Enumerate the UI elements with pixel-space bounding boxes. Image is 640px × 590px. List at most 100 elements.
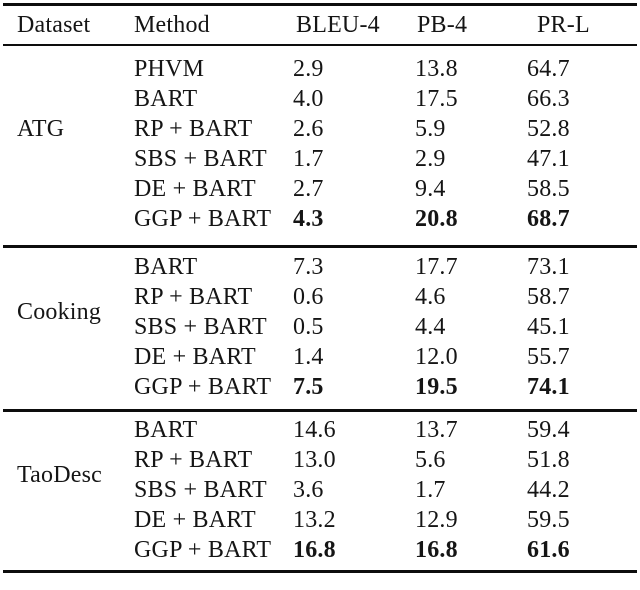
section-rows: BART 7.3 17.7 73.1 RP + BART 0.6 4.6 58.… <box>134 253 640 403</box>
prl-cell: 52.8 <box>527 116 570 143</box>
table-row: DE + BART 13.2 12.9 59.5 <box>134 506 640 536</box>
method-cell: DE + BART <box>134 344 256 371</box>
bleu4-cell: 14.6 <box>293 417 336 444</box>
table-row: DE + BART 1.4 12.0 55.7 <box>134 343 640 373</box>
bleu4-cell: 16.8 <box>293 537 336 564</box>
dataset-label-text: TaoDesc <box>17 462 103 489</box>
pb4-cell: 19.5 <box>415 374 458 401</box>
method-cell: SBS + BART <box>134 477 267 504</box>
dataset-label-atg: ATG <box>0 55 134 235</box>
table-row: RP + BART 0.6 4.6 58.7 <box>134 283 640 313</box>
column-header-method: Method <box>134 11 210 38</box>
table-row-best: GGP + BART 16.8 16.8 61.6 <box>134 536 640 566</box>
prl-cell: 66.3 <box>527 86 570 113</box>
prl-cell: 58.7 <box>527 284 570 311</box>
method-cell: DE + BART <box>134 507 256 534</box>
bleu4-cell: 7.5 <box>293 374 324 401</box>
prl-cell: 58.5 <box>527 176 570 203</box>
prl-cell: 73.1 <box>527 254 570 281</box>
dataset-label-cooking: Cooking <box>0 253 134 403</box>
section-rows: PHVM 2.9 13.8 64.7 BART 4.0 17.5 66.3 RP… <box>134 55 640 235</box>
table-row-best: GGP + BART 7.5 19.5 74.1 <box>134 373 640 403</box>
bleu4-cell: 2.7 <box>293 176 324 203</box>
method-cell: RP + BART <box>134 447 253 474</box>
dataset-label-taodesc: TaoDesc <box>0 416 134 566</box>
table-rule-bottom <box>3 569 637 573</box>
pb4-cell: 13.7 <box>415 417 458 444</box>
method-cell: BART <box>134 86 198 113</box>
bleu4-cell: 4.3 <box>293 206 324 233</box>
prl-cell: 44.2 <box>527 477 570 504</box>
table-row: SBS + BART 1.7 2.9 47.1 <box>134 145 640 175</box>
section-divider <box>3 408 637 412</box>
method-cell: PHVM <box>134 56 205 83</box>
method-cell: BART <box>134 254 198 281</box>
table-rule-top <box>3 3 637 6</box>
dataset-label-text: Cooking <box>17 299 102 326</box>
method-cell: RP + BART <box>134 116 253 143</box>
pb4-cell: 9.4 <box>415 176 446 203</box>
method-cell: BART <box>134 417 198 444</box>
table-header-row: Dataset Method BLEU-4 PB-4 PR-L <box>0 6 640 44</box>
prl-cell: 59.5 <box>527 507 570 534</box>
dataset-label-text: ATG <box>17 116 65 143</box>
bleu4-cell: 2.6 <box>293 116 324 143</box>
method-cell: RP + BART <box>134 284 253 311</box>
bleu4-cell: 3.6 <box>293 477 324 504</box>
prl-cell: 51.8 <box>527 447 570 474</box>
method-cell: SBS + BART <box>134 314 267 341</box>
pb4-cell: 17.7 <box>415 254 458 281</box>
section-divider <box>3 244 637 248</box>
method-cell: DE + BART <box>134 176 256 203</box>
prl-cell: 55.7 <box>527 344 570 371</box>
prl-cell: 59.4 <box>527 417 570 444</box>
table-row: BART 14.6 13.7 59.4 <box>134 416 640 446</box>
method-cell: GGP + BART <box>134 537 272 564</box>
method-cell: SBS + BART <box>134 146 267 173</box>
pb4-cell: 5.9 <box>415 116 446 143</box>
bleu4-cell: 13.0 <box>293 447 336 474</box>
column-header-dataset: Dataset <box>17 11 91 38</box>
pb4-cell: 4.4 <box>415 314 446 341</box>
pb4-cell: 2.9 <box>415 146 446 173</box>
bleu4-cell: 1.4 <box>293 344 324 371</box>
column-header-pb4: PB-4 <box>417 11 468 38</box>
bleu4-cell: 13.2 <box>293 507 336 534</box>
method-cell: GGP + BART <box>134 206 272 233</box>
bleu4-cell: 0.5 <box>293 314 324 341</box>
column-header-bleu4: BLEU-4 <box>296 11 380 38</box>
table-row: RP + BART 13.0 5.6 51.8 <box>134 446 640 476</box>
table-row: PHVM 2.9 13.8 64.7 <box>134 55 640 85</box>
pb4-cell: 20.8 <box>415 206 458 233</box>
bleu4-cell: 1.7 <box>293 146 324 173</box>
table-row: BART 7.3 17.7 73.1 <box>134 253 640 283</box>
prl-cell: 61.6 <box>527 537 570 564</box>
section-taodesc: TaoDesc BART 14.6 13.7 59.4 RP + BART 13… <box>0 412 640 570</box>
pb4-cell: 4.6 <box>415 284 446 311</box>
bleu4-cell: 4.0 <box>293 86 324 113</box>
pb4-cell: 16.8 <box>415 537 458 564</box>
pb4-cell: 5.6 <box>415 447 446 474</box>
bleu4-cell: 0.6 <box>293 284 324 311</box>
table-row: BART 4.0 17.5 66.3 <box>134 85 640 115</box>
prl-cell: 45.1 <box>527 314 570 341</box>
prl-cell: 64.7 <box>527 56 570 83</box>
pb4-cell: 13.8 <box>415 56 458 83</box>
prl-cell: 68.7 <box>527 206 570 233</box>
table-rule-header <box>3 44 637 46</box>
pb4-cell: 1.7 <box>415 477 446 504</box>
prl-cell: 47.1 <box>527 146 570 173</box>
prl-cell: 74.1 <box>527 374 570 401</box>
section-cooking: Cooking BART 7.3 17.7 73.1 RP + BART 0.6… <box>0 248 640 409</box>
bleu4-cell: 2.9 <box>293 56 324 83</box>
pb4-cell: 12.0 <box>415 344 458 371</box>
results-table: Dataset Method BLEU-4 PB-4 PR-L ATG PHVM… <box>0 3 640 573</box>
table-row: SBS + BART 0.5 4.4 45.1 <box>134 313 640 343</box>
table-row-best: GGP + BART 4.3 20.8 68.7 <box>134 205 640 235</box>
section-atg: ATG PHVM 2.9 13.8 64.7 BART 4.0 17.5 66.… <box>0 46 640 245</box>
table-row: DE + BART 2.7 9.4 58.5 <box>134 175 640 205</box>
pb4-cell: 17.5 <box>415 86 458 113</box>
section-rows: BART 14.6 13.7 59.4 RP + BART 13.0 5.6 5… <box>134 416 640 566</box>
table-row: RP + BART 2.6 5.9 52.8 <box>134 115 640 145</box>
pb4-cell: 12.9 <box>415 507 458 534</box>
